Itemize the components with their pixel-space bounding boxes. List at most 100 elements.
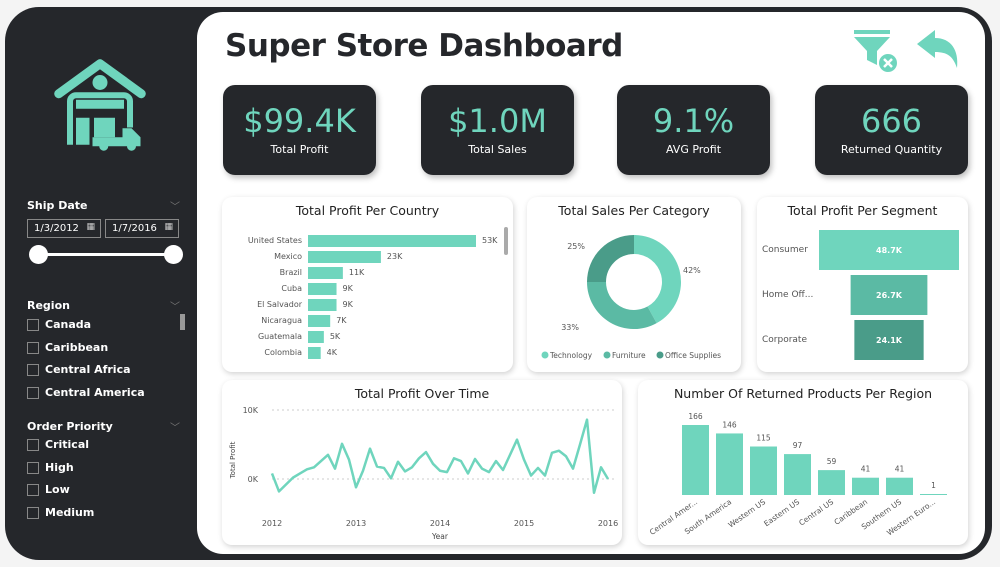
checkbox-critical[interactable] bbox=[27, 439, 39, 451]
donut-slice-technology bbox=[634, 235, 681, 324]
end-date-input[interactable]: 1/7/2016 ▦ bbox=[105, 219, 179, 238]
country-label: Guatemala bbox=[258, 332, 302, 341]
donut-slice-office-supplies bbox=[587, 235, 634, 282]
profit-per-country-card: Total Profit Per Country United States 53… bbox=[222, 197, 513, 372]
page-title: Super Store Dashboard bbox=[225, 28, 623, 64]
checkbox-medium[interactable] bbox=[27, 506, 39, 519]
kpi-label: Returned Quantity bbox=[840, 143, 943, 156]
start-date-input[interactable]: 1/3/2012 ▦ bbox=[27, 219, 101, 238]
segment-label: Home Off... bbox=[762, 290, 813, 300]
return-bar bbox=[818, 470, 845, 495]
country-label: Colombia bbox=[264, 348, 302, 357]
x-tick-label: 2012 bbox=[262, 519, 282, 528]
chart-title: Total Profit Per Country bbox=[295, 203, 440, 218]
checkbox-label: Caribbean bbox=[45, 340, 109, 354]
clear-filter-icon[interactable] bbox=[853, 28, 901, 74]
kpi-label: Total Sales bbox=[468, 143, 527, 156]
checkbox-label: High bbox=[45, 460, 74, 474]
legend-marker bbox=[603, 351, 611, 359]
country-bar-chart: United States 53K Mexico 23K Brazil 11K Cuba 9K… bbox=[248, 235, 498, 359]
return-bar bbox=[886, 477, 913, 495]
x-tick-label: 2014 bbox=[430, 519, 450, 528]
data-label: 7K bbox=[336, 316, 347, 325]
legend-label: Furniture bbox=[612, 351, 646, 360]
end-date-value: 1/7/2016 bbox=[112, 223, 157, 234]
data-label: 41 bbox=[895, 465, 905, 474]
country-bar bbox=[308, 331, 324, 343]
donut-slice-furniture bbox=[587, 282, 657, 329]
chevron-down-icon[interactable]: ﹀ bbox=[170, 302, 180, 313]
category-donut-chart: 42% 33% 25% Technology Furniture Office Suppl… bbox=[541, 235, 721, 360]
data-label: 1 bbox=[931, 481, 936, 490]
region-scrollbar[interactable] bbox=[180, 314, 185, 330]
date-slider-start-handle[interactable] bbox=[29, 245, 48, 264]
checkbox-low[interactable] bbox=[27, 484, 39, 496]
sales-per-category-card: Total Sales Per Category 42% 33% 25% Techno… bbox=[527, 197, 741, 372]
country-bar bbox=[308, 347, 321, 359]
checkbox-label: Critical bbox=[45, 438, 90, 451]
data-label: 9K bbox=[343, 284, 354, 293]
checkbox-central-africa[interactable] bbox=[27, 364, 39, 376]
kpi-card: $99.4K Total Profit bbox=[223, 85, 376, 175]
country-bar bbox=[308, 235, 476, 247]
data-label: 23K bbox=[387, 252, 403, 261]
region-label: Eastern US bbox=[762, 497, 801, 528]
chevron-down-icon[interactable]: ﹀ bbox=[170, 423, 180, 434]
chart-title: Total Profit Per Segment bbox=[787, 203, 938, 218]
country-label: Mexico bbox=[274, 252, 302, 261]
kpi-card: 9.1% AVG Profit bbox=[617, 85, 770, 175]
country-label: El Salvador bbox=[257, 300, 303, 309]
profit-per-segment-card: Total Profit Per Segment Consumer 48.7K Ho… bbox=[757, 197, 968, 372]
segment-bar bbox=[850, 275, 928, 315]
country-bar bbox=[308, 283, 337, 295]
data-label: 5K bbox=[330, 332, 341, 341]
checkbox-label: Low bbox=[45, 483, 70, 496]
checkbox-caribbean[interactable] bbox=[27, 341, 39, 354]
data-label: 97 bbox=[793, 441, 803, 450]
data-label: 42% bbox=[683, 266, 701, 275]
kpi-card: $1.0M Total Sales bbox=[421, 85, 574, 175]
segment-funnel-chart: Consumer 48.7K Home Off... 26.7K Corporate 24… bbox=[762, 230, 959, 360]
country-bar bbox=[308, 267, 343, 279]
data-label: 33% bbox=[561, 323, 579, 332]
data-label: 26.7K bbox=[876, 291, 903, 300]
checkbox-central-america[interactable] bbox=[27, 386, 39, 399]
legend-marker bbox=[656, 351, 664, 359]
checkbox-canada[interactable] bbox=[27, 319, 39, 331]
country-bar bbox=[308, 315, 331, 327]
country-label: Brazil bbox=[280, 268, 302, 277]
data-label: 9K bbox=[343, 300, 354, 309]
return-bar bbox=[750, 446, 777, 495]
chart-title: Total Sales Per Category bbox=[558, 203, 710, 218]
segment-label: Consumer bbox=[762, 245, 808, 255]
return-bar bbox=[716, 433, 743, 495]
checkbox-label: Medium bbox=[45, 505, 95, 519]
country-bar bbox=[308, 299, 337, 311]
date-slider-track[interactable] bbox=[38, 253, 174, 256]
profit-line bbox=[270, 418, 610, 495]
segment-bar bbox=[819, 230, 959, 270]
checkbox-high[interactable] bbox=[27, 461, 39, 474]
calendar-icon[interactable]: ▦ bbox=[164, 222, 173, 232]
data-label: 4K bbox=[327, 348, 338, 357]
legend-label: Office Supplies bbox=[665, 351, 721, 360]
y-axis-title: Total Profit bbox=[229, 441, 237, 479]
chevron-down-icon[interactable]: ﹀ bbox=[170, 202, 180, 213]
data-label: 48.7K bbox=[876, 246, 903, 255]
chart-scrollbar[interactable] bbox=[504, 227, 508, 255]
profit-line-chart: 0K 10K 2012 2013 2014 2015 2016 Year Total Profi… bbox=[229, 406, 618, 541]
start-date-value: 1/3/2012 bbox=[34, 223, 79, 234]
kpi-value: 9.1% bbox=[652, 102, 735, 140]
data-label: 59 bbox=[827, 457, 837, 466]
x-tick-label: 2016 bbox=[598, 519, 618, 528]
back-arrow-icon[interactable] bbox=[915, 28, 963, 70]
calendar-icon[interactable]: ▦ bbox=[86, 222, 95, 232]
return-bar bbox=[920, 494, 947, 495]
country-bar bbox=[308, 251, 381, 263]
country-label: United States bbox=[248, 236, 302, 245]
kpi-value: 666 bbox=[860, 102, 923, 140]
kpi-value: $99.4K bbox=[243, 102, 356, 140]
segment-label: Corporate bbox=[762, 335, 807, 345]
date-slider-end-handle[interactable] bbox=[164, 245, 183, 264]
